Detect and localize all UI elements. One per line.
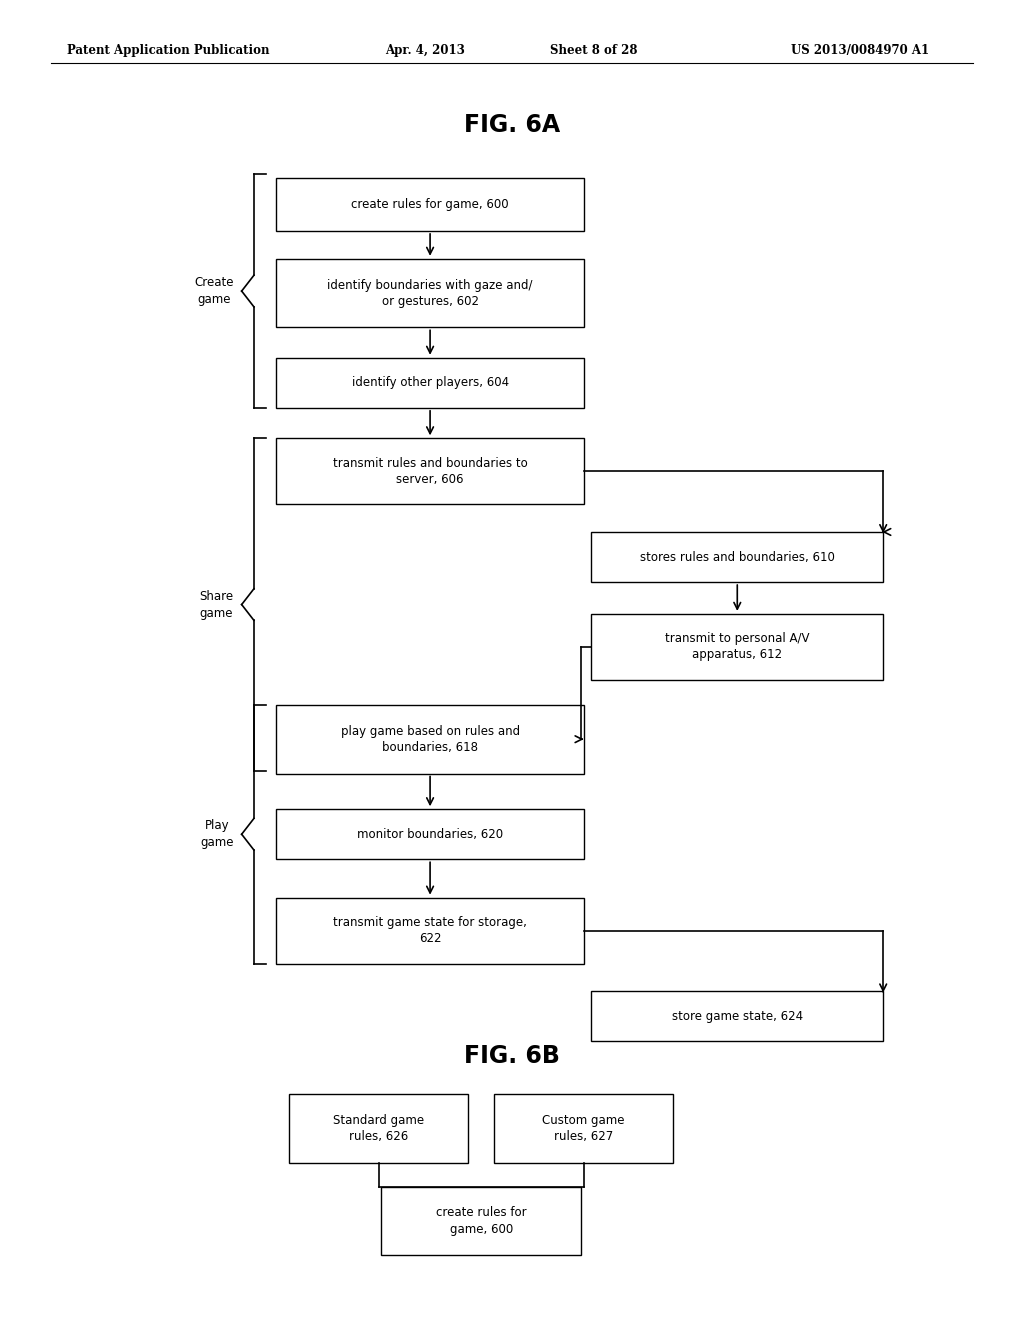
FancyBboxPatch shape [289, 1094, 468, 1163]
Text: Standard game
rules, 626: Standard game rules, 626 [334, 1114, 424, 1143]
Text: identify boundaries with gaze and/
or gestures, 602: identify boundaries with gaze and/ or ge… [328, 279, 532, 308]
Text: create rules for game, 600: create rules for game, 600 [351, 198, 509, 211]
FancyBboxPatch shape [276, 898, 584, 964]
Text: transmit rules and boundaries to
server, 606: transmit rules and boundaries to server,… [333, 457, 527, 486]
Text: Custom game
rules, 627: Custom game rules, 627 [543, 1114, 625, 1143]
FancyBboxPatch shape [276, 178, 584, 231]
Text: Play
game: Play game [200, 820, 233, 849]
FancyBboxPatch shape [592, 532, 883, 582]
Text: FIG. 6B: FIG. 6B [464, 1044, 560, 1068]
Text: play game based on rules and
boundaries, 618: play game based on rules and boundaries,… [341, 725, 519, 754]
FancyBboxPatch shape [276, 358, 584, 408]
Text: FIG. 6A: FIG. 6A [464, 114, 560, 137]
FancyBboxPatch shape [592, 991, 883, 1041]
Text: create rules for
game, 600: create rules for game, 600 [436, 1206, 526, 1236]
Text: transmit to personal A/V
apparatus, 612: transmit to personal A/V apparatus, 612 [665, 632, 810, 661]
Text: identify other players, 604: identify other players, 604 [351, 376, 509, 389]
FancyBboxPatch shape [276, 438, 584, 504]
Text: transmit game state for storage,
622: transmit game state for storage, 622 [333, 916, 527, 945]
FancyBboxPatch shape [276, 705, 584, 774]
FancyBboxPatch shape [592, 614, 883, 680]
FancyBboxPatch shape [276, 809, 584, 859]
Text: stores rules and boundaries, 610: stores rules and boundaries, 610 [640, 550, 835, 564]
Text: Apr. 4, 2013: Apr. 4, 2013 [385, 44, 465, 57]
FancyBboxPatch shape [494, 1094, 674, 1163]
FancyBboxPatch shape [381, 1187, 581, 1255]
Text: store game state, 624: store game state, 624 [672, 1010, 803, 1023]
Text: Share
game: Share game [200, 590, 233, 619]
Text: Sheet 8 of 28: Sheet 8 of 28 [550, 44, 638, 57]
Text: Create
game: Create game [194, 276, 233, 306]
Text: monitor boundaries, 620: monitor boundaries, 620 [357, 828, 503, 841]
Text: Patent Application Publication: Patent Application Publication [67, 44, 269, 57]
Text: US 2013/0084970 A1: US 2013/0084970 A1 [792, 44, 929, 57]
FancyBboxPatch shape [276, 259, 584, 327]
